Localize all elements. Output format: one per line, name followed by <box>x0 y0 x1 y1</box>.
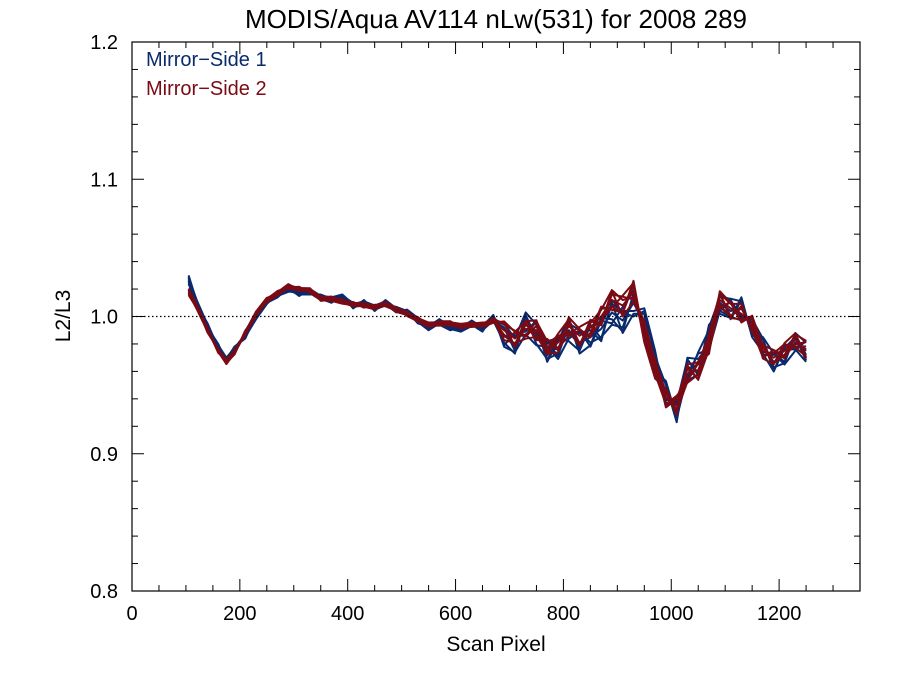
series-line-mirror-side-2-sample-2 <box>187 285 808 414</box>
x-tick-label: 400 <box>331 603 364 625</box>
y-tick-label: 1.2 <box>90 32 118 54</box>
legend-item-mirror-side-2: Mirror−Side 2 <box>146 78 267 100</box>
legend-item-mirror-side-1: Mirror−Side 1 <box>146 49 267 71</box>
x-tick-label: 1000 <box>649 603 694 625</box>
series-line-mirror-side-2-sample-7 <box>187 285 807 409</box>
series-line-mirror-side-2-sample-1 <box>187 285 807 407</box>
x-axis-label: Scan Pixel <box>446 633 545 656</box>
series-line-mirror-side-2-sample-6 <box>187 284 807 413</box>
series-lines <box>187 275 808 424</box>
y-tick-label: 1.1 <box>90 169 118 191</box>
series-line-mirror-side-1-sample-4 <box>187 277 808 424</box>
x-tick-label: 200 <box>223 603 256 625</box>
y-tick-label: 0.9 <box>90 444 118 466</box>
x-tick-label: 0 <box>126 603 137 625</box>
y-tick-labels: 0.8 0.9 1.0 1.1 1.2 <box>90 32 118 603</box>
y-tick-label: 0.8 <box>90 581 118 603</box>
axis-ticks <box>131 41 861 592</box>
series-line-mirror-side-1-sample-7 <box>187 283 807 420</box>
series-line-mirror-side-1-sample-5 <box>187 280 807 402</box>
legend: Mirror−Side 1 Mirror−Side 2 <box>146 49 267 100</box>
series-line-mirror-side-2-sample-3 <box>187 282 807 408</box>
x-tick-label: 600 <box>439 603 472 625</box>
chart-title: MODIS/Aqua AV114 nLw(531) for 2008 289 <box>245 4 747 34</box>
x-tick-label: 800 <box>547 603 580 625</box>
series-line-mirror-side-1-sample-3 <box>187 281 807 421</box>
x-tick-labels: 0 200 400 600 800 1000 1200 <box>126 603 801 625</box>
y-axis-label: L2/L3 <box>52 290 75 343</box>
series-line-mirror-side-2-sample-4 <box>187 279 807 406</box>
series-line-mirror-side-1-sample-2 <box>187 276 807 404</box>
y-tick-label: 1.0 <box>90 307 118 329</box>
series-line-mirror-side-2-sample-5 <box>187 284 808 416</box>
x-tick-label: 1200 <box>757 603 802 625</box>
series-line-mirror-side-1-sample-1 <box>187 279 807 411</box>
